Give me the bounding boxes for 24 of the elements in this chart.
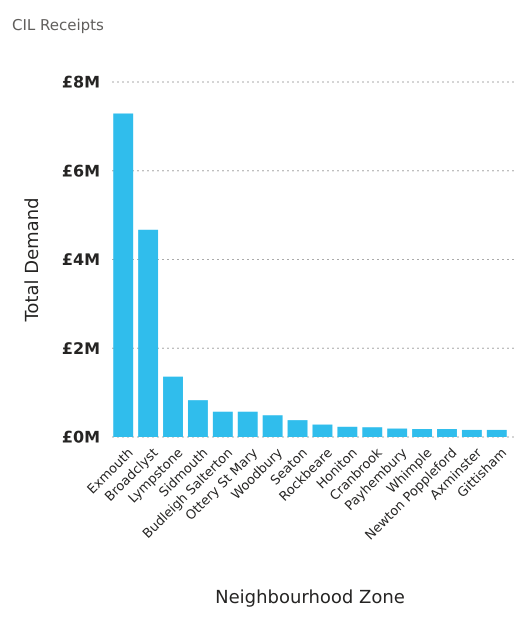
x-axis-title: Neighbourhood Zone — [215, 587, 405, 608]
bar — [337, 426, 358, 437]
y-tick-label: £0M — [62, 428, 100, 447]
y-tick-label: £8M — [62, 72, 100, 92]
bar — [486, 430, 507, 437]
bar — [362, 427, 382, 437]
bar — [312, 424, 332, 437]
bar — [163, 376, 183, 437]
y-axis-title: Total Demand — [22, 197, 43, 323]
bar — [113, 114, 134, 437]
y-tick-label: £4M — [62, 250, 100, 270]
bar — [387, 428, 408, 437]
bar — [138, 230, 158, 437]
y-tick-label: £6M — [62, 161, 100, 180]
chart-title: CIL Receipts — [12, 16, 104, 34]
bar — [437, 429, 457, 437]
bar — [262, 415, 283, 437]
bar — [238, 412, 258, 437]
bar — [412, 429, 432, 437]
bar — [462, 430, 482, 437]
y-tick-label: £2M — [62, 338, 100, 358]
bar — [212, 412, 233, 437]
bar — [188, 400, 208, 437]
bar — [288, 420, 308, 437]
